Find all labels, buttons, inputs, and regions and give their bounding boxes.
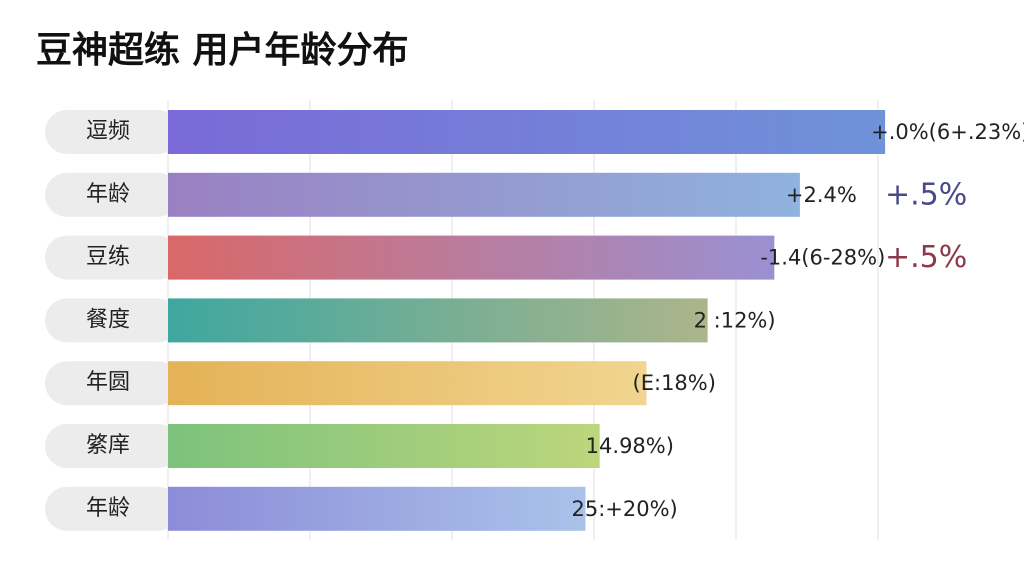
bar <box>168 172 800 217</box>
value-label: 25:+20%) <box>571 497 677 521</box>
value-label: 14.98%) <box>586 434 674 458</box>
category-pill <box>45 172 180 217</box>
bar <box>168 110 886 154</box>
bar <box>168 486 586 531</box>
chart-title: 豆神超练 用户年龄分布 <box>36 30 409 71</box>
category-pill <box>45 298 180 343</box>
category-label: 豆练 <box>86 245 130 270</box>
bar <box>168 235 775 280</box>
category-label: 餐度 <box>86 307 130 332</box>
value-label: +2.4% <box>786 183 857 207</box>
bar <box>168 361 647 406</box>
value-label: (E:18%) <box>633 371 716 395</box>
category-pill <box>45 361 180 406</box>
annotation: +.5% <box>885 240 967 275</box>
value-label: 2 :12%) <box>694 308 776 332</box>
category-label: 年龄 <box>86 182 130 207</box>
category-pill <box>45 110 180 154</box>
category-pill <box>45 486 180 531</box>
bar <box>168 424 600 468</box>
category-label: 逗频 <box>86 119 130 144</box>
bar <box>168 298 708 343</box>
category-pill <box>45 235 180 280</box>
annotation: +.5% <box>885 177 967 212</box>
value-label: -1.4(6-28%) <box>760 246 885 270</box>
value-label: +.0%(6+.23%) <box>871 120 1024 144</box>
category-pill <box>45 424 180 468</box>
category-label: 年龄 <box>86 496 130 521</box>
category-label: 綮庠 <box>86 433 130 458</box>
category-label: 年圆 <box>86 370 130 395</box>
